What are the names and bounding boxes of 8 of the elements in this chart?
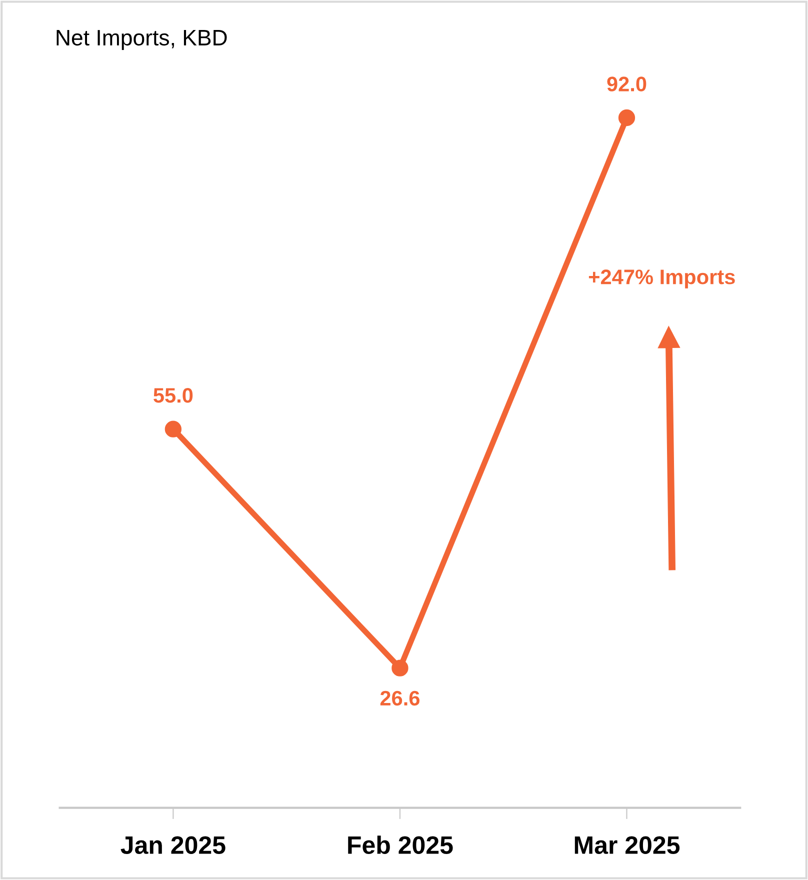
x-tick-label: Mar 2025 [574,836,680,854]
data-label: 26.6 [380,690,420,706]
x-tick-label: Feb 2025 [348,836,453,854]
data-label: 92.0 [607,76,646,92]
annotation: +247% Imports [588,270,735,288]
data-label: 55.0 [154,388,193,403]
chart-title: Net Imports, KBD [56,30,227,50]
x-tick-label: Jan 2025 [120,836,226,854]
